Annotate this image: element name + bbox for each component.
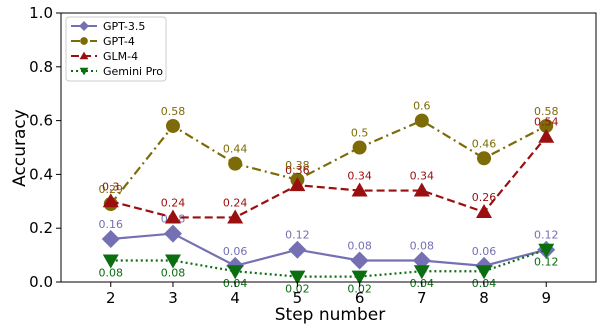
legend-label-glm-4: GLM-4 [103, 50, 138, 63]
data-label-gpt-3-5: 0.12 [285, 229, 310, 242]
legend-label-gemini-pro: Gemini Pro [103, 65, 163, 78]
data-point-gpt-3-5 [288, 240, 307, 259]
data-label-gemini-pro: 0.08 [161, 266, 186, 279]
data-label-glm-4: 0.54 [534, 116, 559, 129]
y-tick-label: 0.2 [29, 219, 53, 237]
data-label-glm-4: 0.36 [285, 164, 310, 177]
data-point-gemini-pro [413, 265, 430, 280]
data-label-gemini-pro: 0.12 [534, 256, 559, 269]
plot-area: 0.160.180.060.120.080.080.060.120.290.58… [99, 100, 559, 296]
y-axis-title: Accuracy [10, 109, 30, 187]
axes: 2 3 4 5 6 7 8 9 0.0 0.2 0.4 0.6 0.8 1.0 [29, 4, 597, 307]
data-label-gpt-4: 0.58 [534, 105, 559, 118]
data-point-gpt-4 [165, 118, 180, 133]
x-tick-label: 4 [230, 289, 240, 307]
data-label-gpt-4: 0.38 [285, 159, 310, 172]
legend-label-gpt-4: GPT-4 [103, 35, 135, 48]
data-point-glm-4 [102, 193, 119, 208]
data-label-glm-4: 0.34 [347, 170, 372, 183]
data-label-gpt-3-5: 0.08 [410, 239, 435, 252]
data-label-gpt-3-5: 0.06 [223, 245, 248, 258]
data-label-gpt-3-5: 0.12 [534, 229, 559, 242]
data-label-gemini-pro: 0.08 [99, 266, 124, 279]
y-tick-label: 0.0 [29, 273, 53, 291]
legend-label-gpt-3-5: GPT-3.5 [103, 20, 145, 33]
y-tick-label: 1.0 [29, 4, 53, 22]
data-label-gpt-4: 0.46 [472, 137, 497, 150]
data-label-glm-4: 0.24 [223, 196, 248, 209]
data-label-gpt-3-5: 0.06 [472, 245, 497, 258]
y-tick-label: 0.8 [29, 58, 53, 76]
data-label-glm-4: 0.24 [161, 196, 186, 209]
data-point-gpt-3-5 [412, 251, 431, 270]
data-point-gemini-pro [476, 265, 493, 280]
data-point-gemini-pro [351, 270, 368, 285]
data-point-glm-4 [227, 209, 244, 224]
data-point-gpt-4 [414, 113, 429, 128]
x-tick-label: 6 [355, 289, 365, 307]
y-tick-label: 0.4 [29, 165, 53, 183]
x-tick-label: 3 [168, 289, 178, 307]
legend-marker-glm-4 [79, 51, 89, 60]
x-tick-label: 2 [106, 289, 116, 307]
legend-marker-gpt-4 [80, 37, 88, 45]
data-label-gpt-4: 0.5 [351, 127, 369, 140]
data-point-gemini-pro [227, 265, 244, 280]
data-point-gemini-pro [102, 254, 119, 269]
data-point-gpt-4 [477, 151, 492, 166]
legend: GPT-3.5 GPT-4 GLM-4 Gemini Pro [65, 16, 167, 82]
data-point-gemini-pro [164, 254, 181, 269]
x-tick-label: 9 [541, 289, 551, 307]
data-point-gpt-4 [228, 156, 243, 171]
series-line-gpt-3-5 [110, 232, 547, 268]
data-point-gpt-3-5 [163, 224, 182, 243]
data-point-gemini-pro [538, 243, 555, 258]
data-point-glm-4 [413, 182, 430, 197]
data-point-gpt-4 [539, 118, 554, 133]
data-label-gemini-pro: 0.02 [285, 283, 310, 296]
x-axis-title: Step number [275, 305, 385, 325]
data-point-glm-4 [164, 209, 181, 224]
legend-marker-gemini-pro [79, 67, 89, 76]
data-point-gpt-3-5 [101, 229, 120, 248]
data-label-gpt-3-5: 0.16 [99, 218, 124, 231]
series-line-glm-4 [110, 136, 548, 219]
data-label-gpt-4: 0.6 [413, 100, 431, 113]
data-label-gemini-pro: 0.02 [347, 283, 372, 296]
series-line-gpt-4 [109, 119, 547, 205]
data-point-glm-4 [538, 128, 555, 143]
legend-marker-gpt-3-5 [79, 21, 89, 31]
data-point-glm-4 [351, 182, 368, 197]
data-label-gpt-4: 0.58 [161, 105, 186, 118]
legend-box [65, 16, 167, 82]
data-label-gpt-3-5: 0.08 [347, 239, 372, 252]
data-point-gpt-3-5 [350, 251, 369, 270]
x-tick-label: 7 [417, 289, 427, 307]
y-tick-label: 0.6 [29, 112, 53, 130]
data-point-glm-4 [289, 177, 306, 192]
data-label-glm-4: 0.34 [410, 170, 435, 183]
data-point-gpt-4 [352, 140, 367, 155]
plot-frame [60, 12, 597, 283]
data-label-glm-4: 0.26 [472, 191, 497, 204]
data-label-gpt-4: 0.44 [223, 143, 248, 156]
data-point-glm-4 [476, 204, 493, 219]
data-label-glm-4: 0.3 [102, 180, 120, 193]
x-tick-label: 8 [479, 289, 489, 307]
data-point-gemini-pro [289, 270, 306, 285]
data-label-gpt-4: 0.29 [99, 183, 124, 196]
x-tick-label: 5 [293, 289, 303, 307]
